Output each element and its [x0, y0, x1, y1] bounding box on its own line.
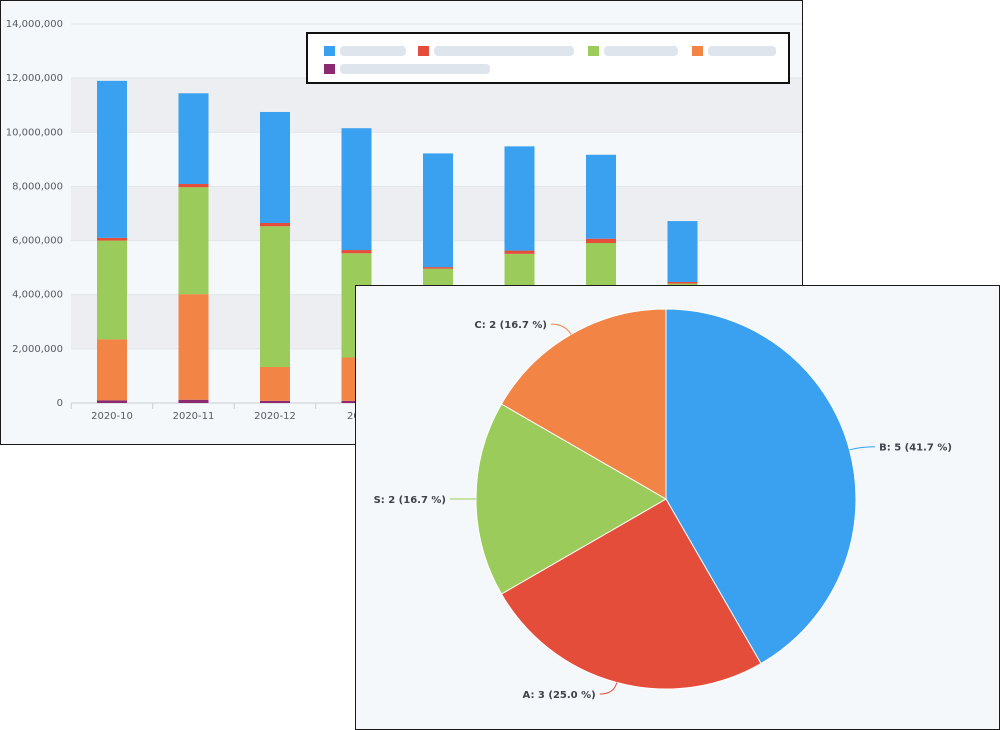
y-tick-label: 2,000,000 [12, 344, 63, 355]
bar-segment[interactable] [260, 226, 290, 367]
bar-segment[interactable] [178, 183, 209, 188]
stacked-bar-chart-panel: 0 2,000,000 4,000,000 6,000,000 8,000,000 10,… [0, 0, 803, 445]
y-tick-label: 14,000,000 [6, 19, 63, 30]
pie-data-label: C: 2 (16.7 %) [474, 320, 547, 331]
y-tick-label: 6,000,000 [12, 236, 63, 247]
bar-segment[interactable] [341, 128, 372, 251]
legend-label-redacted [340, 46, 406, 56]
legend-swatch-purple [324, 64, 335, 74]
bar-segment[interactable] [97, 237, 127, 241]
legend-label-redacted [340, 64, 490, 74]
bar-segment[interactable] [178, 294, 209, 400]
bar-segment[interactable] [667, 221, 698, 282]
legend-label-redacted [604, 46, 678, 56]
pie-leader-line [599, 682, 618, 695]
bar-segment[interactable] [97, 400, 127, 403]
pie-data-label: S: 2 (16.7 %) [374, 495, 446, 506]
bar-segment[interactable] [97, 339, 127, 401]
bar-segment[interactable] [586, 154, 616, 239]
y-tick-label: 10,000,000 [6, 127, 63, 138]
pie-chart-panel: B: 5 (41.7 %) A: 3 (25.0 %) S: 2 (16.7 %) C… [355, 285, 1000, 730]
bar-segment[interactable] [260, 222, 290, 227]
legend-swatch-red [418, 46, 429, 56]
bar-segment[interactable] [586, 238, 616, 244]
y-tick-label: 8,000,000 [12, 181, 63, 192]
bar-segment[interactable] [97, 80, 127, 238]
bar-segment[interactable] [423, 153, 453, 268]
bar-segment[interactable] [178, 399, 209, 403]
bar-segment[interactable] [178, 93, 209, 184]
pie-data-label: A: 3 (25.0 %) [523, 690, 596, 701]
bar-segment[interactable] [97, 240, 127, 340]
pie-leader-line [550, 323, 572, 335]
bar-segment[interactable] [260, 400, 290, 403]
y-tick-label: 4,000,000 [12, 290, 63, 301]
legend-swatch-orange [692, 46, 703, 56]
legend-label-redacted [434, 46, 574, 56]
bar-segment[interactable] [423, 267, 453, 269]
legend-swatch-blue [324, 46, 335, 56]
y-tick-label: 12,000,000 [6, 73, 63, 84]
bar-segment[interactable] [178, 187, 209, 295]
bar-segment[interactable] [667, 281, 698, 284]
bar-segment[interactable] [260, 366, 290, 401]
chart-legend [306, 32, 790, 84]
pie-leader-line [849, 446, 876, 451]
bar-segment[interactable] [260, 111, 290, 223]
bar-segment[interactable] [504, 146, 535, 251]
x-tick-label: 2020-11 [173, 411, 215, 422]
pie-chart: B: 5 (41.7 %) A: 3 (25.0 %) S: 2 (16.7 %) C… [374, 308, 952, 701]
legend-label-redacted [708, 46, 776, 56]
bar-segment[interactable] [504, 250, 535, 254]
x-tick-label: 2020-12 [254, 411, 296, 422]
legend-swatch-green [588, 46, 599, 56]
x-tick-label: 2020-10 [91, 411, 133, 422]
y-tick-label: 0 [57, 398, 63, 409]
pie-data-label: B: 5 (41.7 %) [879, 443, 952, 454]
bar-segment[interactable] [341, 250, 372, 254]
